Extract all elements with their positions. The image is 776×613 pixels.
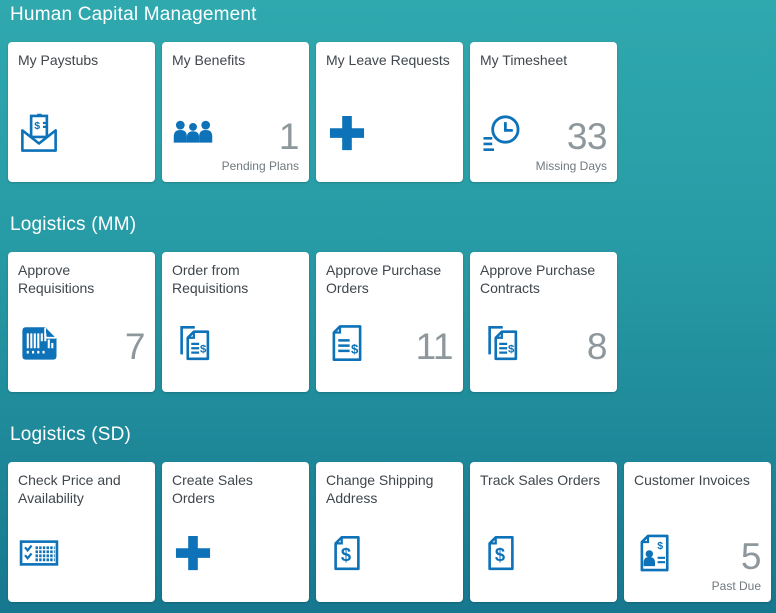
- tile-footer: $: [326, 532, 453, 574]
- tile-kpi-subtitle: [326, 159, 453, 174]
- tile-track-sales-orders[interactable]: Track Sales Orders $: [470, 462, 617, 602]
- tile-kpi-subtitle: [480, 369, 607, 384]
- tile-my-benefits[interactable]: My Benefits 1 Pending Plans: [162, 42, 309, 182]
- tile-group: Check Price and Availability Create Sale…: [8, 462, 776, 602]
- tile-my-leave-requests[interactable]: My Leave Requests: [316, 42, 463, 182]
- tile-approve-requisitions[interactable]: Approve Requisitions 7: [8, 252, 155, 392]
- tile-kpi-subtitle: [18, 579, 145, 594]
- tile-footer: $ 8: [480, 322, 608, 368]
- tile-approve-purchase-orders[interactable]: Approve Purchase Orders $ 11: [316, 252, 463, 392]
- svg-text:$: $: [657, 540, 663, 552]
- tile-footer: $: [18, 112, 145, 154]
- tile-title: Approve Requisitions: [18, 262, 95, 296]
- tile-customer-invoices[interactable]: Customer Invoices $ 5 Past Due: [624, 462, 771, 602]
- tile-footer: 1: [172, 112, 300, 158]
- plus-icon: [326, 112, 368, 154]
- tile-title: My Paystubs: [18, 52, 99, 68]
- tile-title: Customer Invoices: [634, 472, 750, 488]
- purchase-order-icon: $: [326, 322, 368, 364]
- tile-title: Change Shipping Address: [326, 472, 434, 506]
- tile-kpi-subtitle: [326, 579, 453, 594]
- tile-kpi-number: 11: [415, 326, 454, 368]
- employee-group-icon: [172, 112, 214, 154]
- tile-footer: 7: [18, 322, 146, 368]
- tile-title: My Benefits: [172, 52, 246, 68]
- tile-title: Order from Requisitions: [172, 262, 249, 296]
- tile-title: Approve Purchase Contracts: [480, 262, 596, 296]
- tile-kpi-subtitle: [172, 369, 299, 384]
- customer-invoice-icon: $: [634, 532, 676, 574]
- sales-document-icon: $: [326, 532, 368, 574]
- svg-text:$: $: [341, 544, 351, 565]
- section-logistics-sd: Logistics (SD) Check Price and Availabil…: [8, 424, 776, 602]
- tile-footer: $: [480, 532, 607, 574]
- tile-title: Track Sales Orders: [480, 472, 601, 488]
- tile-approve-purchase-contracts[interactable]: Approve Purchase Contracts $ 8: [470, 252, 617, 392]
- tile-kpi-number: 1: [278, 116, 300, 158]
- tile-title: Create Sales Orders: [172, 472, 253, 506]
- svg-text:$: $: [34, 120, 40, 132]
- timesheet-clock-icon: [480, 112, 522, 154]
- tile-kpi-subtitle: [18, 369, 145, 384]
- tile-kpi-subtitle: Past Due: [711, 579, 761, 593]
- tile-footer: [326, 112, 453, 154]
- tile-group: My Paystubs $ My Benefits 1 Pending Plan…: [8, 42, 776, 182]
- tile-change-shipping-address[interactable]: Change Shipping Address $: [316, 462, 463, 602]
- tile-footer: $: [172, 322, 299, 364]
- tile-kpi-number: 8: [586, 326, 608, 368]
- tile-footer: $ 11: [326, 322, 454, 368]
- svg-text:$: $: [495, 544, 505, 565]
- paystub-icon: $: [18, 112, 60, 154]
- tile-order-from-requisitions[interactable]: Order from Requisitions $: [162, 252, 309, 392]
- tile-kpi-subtitle: [480, 579, 607, 594]
- tile-kpi-number: 7: [124, 326, 146, 368]
- tile-title: Check Price and Availability: [18, 472, 121, 506]
- tile-footer: $ 5: [634, 532, 762, 578]
- tile-kpi-subtitle: [18, 159, 145, 174]
- tile-check-price-and-availability[interactable]: Check Price and Availability: [8, 462, 155, 602]
- tile-kpi-subtitle: [172, 579, 299, 594]
- duplicate-sales-document-icon: $: [172, 322, 214, 364]
- plus-icon: [172, 532, 214, 574]
- sales-document-icon: $: [480, 532, 522, 574]
- tile-footer: 33: [480, 112, 608, 158]
- svg-text:$: $: [351, 342, 359, 357]
- tile-group: Approve Requisitions 7 Order from Requis…: [8, 252, 776, 392]
- section-title: Logistics (MM): [10, 214, 137, 235]
- tile-kpi-number: 33: [566, 116, 608, 158]
- barcode-document-icon: [18, 322, 60, 364]
- tile-kpi-subtitle: [326, 369, 453, 384]
- duplicate-sales-document-icon: $: [480, 322, 522, 364]
- tile-title: Approve Purchase Orders: [326, 262, 442, 296]
- tile-my-paystubs[interactable]: My Paystubs $: [8, 42, 155, 182]
- section-human-capital-management: Human Capital Management My Paystubs $ M…: [8, 4, 776, 182]
- svg-text:$: $: [200, 344, 207, 356]
- tile-title: My Timesheet: [480, 52, 568, 68]
- section-title: Human Capital Management: [10, 4, 257, 25]
- tile-kpi-subtitle: Pending Plans: [221, 159, 299, 173]
- price-check-grid-icon: [18, 532, 60, 574]
- tile-create-sales-orders[interactable]: Create Sales Orders: [162, 462, 309, 602]
- tile-kpi-number: 5: [740, 536, 762, 578]
- tile-footer: [172, 532, 299, 574]
- tile-footer: [18, 532, 145, 574]
- svg-text:$: $: [508, 344, 515, 356]
- section-title: Logistics (SD): [10, 424, 132, 445]
- tile-kpi-subtitle: Missing Days: [535, 159, 607, 173]
- tile-title: My Leave Requests: [326, 52, 450, 68]
- section-logistics-mm: Logistics (MM) Approve Requisitions 7 Or…: [8, 214, 776, 392]
- tile-my-timesheet[interactable]: My Timesheet 33 Missing Days: [470, 42, 617, 182]
